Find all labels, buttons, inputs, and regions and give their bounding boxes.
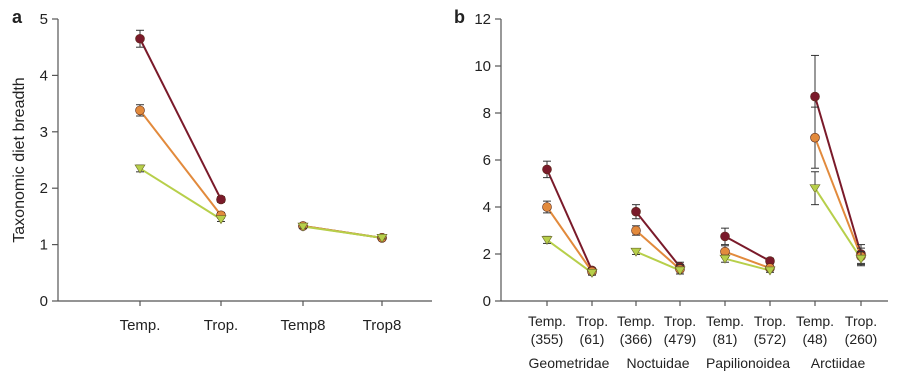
data-point [216,194,226,205]
series-line [814,96,862,255]
x-tick-sample-size: (366) [620,331,653,347]
data-point [810,132,820,143]
y-tick-label: 4 [483,199,491,216]
y-tick-label: 0 [40,293,48,310]
series-line [814,187,862,260]
series-line [724,235,771,262]
series-line [139,109,222,216]
series-line [724,250,771,270]
data-point [764,266,776,276]
data-point [542,202,552,212]
series-line [139,38,222,200]
data-point [631,206,641,217]
chart-panel-a: 0 1 2 3 4 5 Temp. Trop. Temp8 Trop8 Taxonomic diet… [11,11,432,334]
x-tick-label: Trop. [754,313,786,329]
x-tick-label: Temp8 [280,317,325,334]
data-point [215,215,227,225]
data-point [720,231,730,242]
x-tick-label: Temp. [796,313,834,329]
y-tick-label: 6 [483,152,491,169]
family-label: Papilionoidea [706,355,790,371]
x-tick-label: Trop8 [363,317,402,334]
x-tick-label: Trop. [204,317,238,334]
x-tick-label: Trop. [576,313,608,329]
x-tick-sample-size: (355) [531,331,564,347]
family-label: Geometridae [529,355,610,371]
data-point [135,33,145,44]
x-tick-sample-size: (48) [803,331,828,347]
data-point [631,225,641,236]
x-tick-sample-size: (479) [664,331,697,347]
series-line [635,211,681,268]
data-point [719,254,731,264]
series-line [546,206,593,273]
x-tick-label: Temp. [706,313,744,329]
family-label: Noctuidae [626,355,689,371]
x-tick-sample-size: (61) [580,331,605,347]
series-line [546,239,593,274]
data-point [630,247,642,257]
chart-panel-b: 0 2 4 6 8 10 12 Temp. (355) Trop. (61) Temp. (366) Tr… [474,11,888,371]
series-line [814,137,862,257]
series-line [724,257,771,272]
data-point [855,254,867,264]
panel-b-letter: b [454,7,465,27]
data-point [134,164,146,174]
series-line [139,167,222,221]
x-tick-label: Trop. [664,313,696,329]
y-tick-label: 10 [474,58,491,75]
data-point [674,266,686,276]
data-point [297,222,309,232]
data-point [542,164,552,175]
series-line [635,229,681,271]
data-point [376,234,388,243]
panel-a-letter: a [12,7,23,27]
data-point [541,236,553,245]
y-tick-label: 8 [483,105,491,122]
y-tick-label: 2 [483,246,491,263]
data-point [810,91,820,102]
series-line [546,168,593,271]
series-line [635,250,681,272]
x-tick-label: Trop. [845,313,877,329]
data-point [135,105,145,116]
y-tick-label: 12 [474,11,491,28]
x-tick-label: Temp. [120,317,161,334]
x-tick-sample-size: (260) [845,331,878,347]
x-tick-sample-size: (81) [713,331,738,347]
y-tick-label: 0 [483,293,491,310]
x-tick-label: Temp. [617,313,655,329]
data-point [809,184,821,194]
data-point [586,268,598,278]
y-tick-label: 4 [40,67,48,84]
series-line [302,225,383,239]
x-tick-label: Temp. [528,313,566,329]
family-label: Arctiidae [811,355,866,371]
y-tick-label: 3 [40,124,48,141]
y-tick-label: 5 [40,11,48,28]
y-axis-title: Taxonomic diet breadth [11,77,28,242]
y-tick-label: 2 [40,180,48,197]
y-tick-label: 1 [40,237,48,254]
x-tick-sample-size: (572) [754,331,787,347]
